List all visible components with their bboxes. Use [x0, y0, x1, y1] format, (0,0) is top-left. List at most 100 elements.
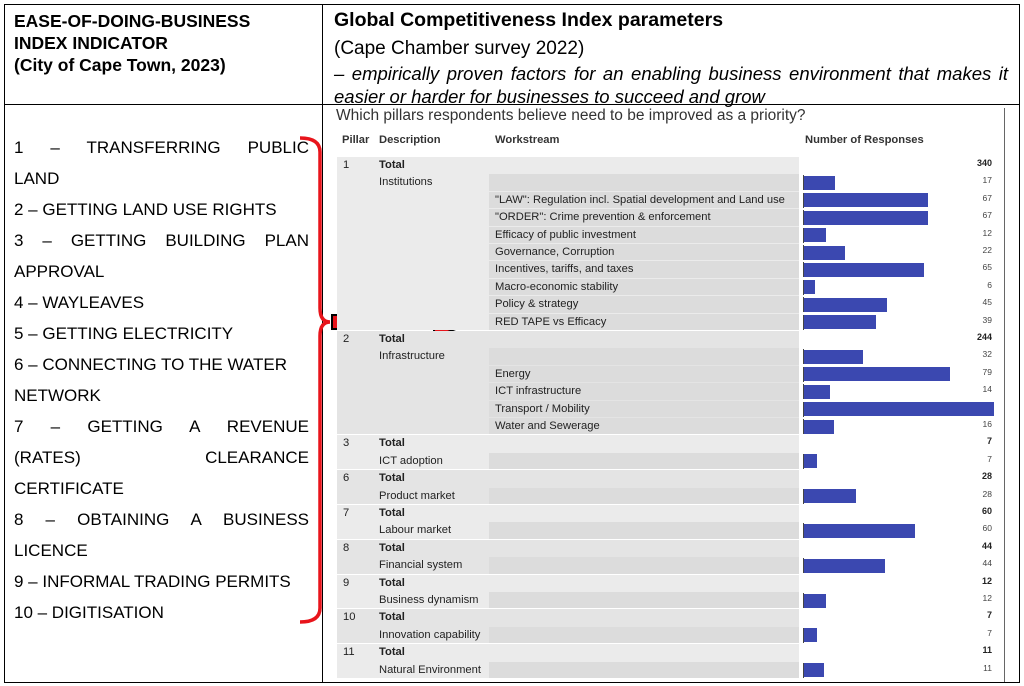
workstream-label: Governance, Corruption	[495, 246, 615, 258]
response-value: 22	[982, 245, 992, 255]
response-value: 12	[982, 593, 992, 603]
response-bar	[804, 315, 876, 330]
response-value: 67	[982, 192, 992, 203]
pillar-number: 7	[343, 507, 350, 519]
bar-baseline	[803, 627, 804, 643]
workstream-row-bg	[489, 313, 799, 330]
description-row-bg	[489, 452, 799, 470]
right-header-description: – empirically proven factors for an enab…	[334, 63, 1008, 107]
table-border-right	[1019, 4, 1020, 683]
bar-baseline	[803, 210, 804, 226]
response-bar	[804, 489, 856, 504]
bar-baseline	[803, 593, 804, 608]
workstream-row-bg	[489, 296, 799, 313]
response-bar	[804, 297, 887, 312]
pillar-description: Innovation capability	[379, 628, 481, 641]
col-header-description: Description	[379, 134, 441, 146]
indicator-line: 9 – INFORMAL TRADING PERMITS	[14, 572, 291, 591]
response-bar	[804, 210, 928, 225]
response-value: 44	[982, 558, 992, 569]
bar-baseline	[803, 192, 804, 208]
pillar-number: 11	[343, 646, 355, 659]
col-header-workstream: Workstream	[495, 134, 560, 146]
left-header: EASE-OF-DOING-BUSINESS INDEX INDICATOR (…	[14, 10, 250, 76]
table-border-top	[4, 4, 1020, 5]
workstream-label: Efficacy of public investment	[495, 228, 636, 241]
scrollbar-track[interactable]	[1004, 108, 1005, 682]
bar-baseline	[803, 384, 804, 400]
pillar-number: 2	[343, 333, 350, 345]
response-bar	[804, 402, 994, 417]
bar-baseline	[803, 662, 804, 678]
indicator-line: 8 – OBTAINING A BUSINESS	[14, 510, 309, 529]
response-value: 244	[976, 332, 992, 342]
response-value: 65	[982, 262, 992, 273]
response-value: 12	[981, 575, 992, 586]
workstream-row-bg	[489, 261, 799, 278]
pillar-description: Infrastructure	[379, 350, 445, 363]
workstream-row-bg	[489, 191, 799, 209]
pillar-number: 3	[343, 437, 350, 450]
workstream-row-bg	[489, 209, 799, 226]
pillar-description: Product market	[379, 489, 455, 502]
pillar-description: Natural Environment	[379, 663, 481, 676]
bar-baseline	[803, 523, 804, 539]
workstream-row-bg	[489, 226, 799, 243]
response-value: 79	[982, 366, 992, 377]
response-value: 28	[981, 471, 992, 482]
response-value: 60	[982, 523, 992, 534]
indicator-line: 3 – GETTING BUILDING PLAN	[14, 231, 309, 250]
description-row-bg	[489, 626, 799, 644]
workstream-label: Macro-economic stability	[495, 280, 619, 293]
indicator-line: 5 – GETTING ELECTRICITY	[14, 324, 234, 343]
pillar-number: 10	[343, 611, 356, 624]
workstream-row-bg	[489, 278, 799, 296]
indicator-line: APPROVAL	[14, 262, 105, 281]
pillar-total-label: Total	[379, 541, 405, 554]
table-title: Which pillars respondents believe need t…	[336, 107, 806, 124]
pillar-total-label: Total	[379, 159, 405, 171]
workstream-row-bg	[489, 383, 799, 400]
pillar-total-label: Total	[379, 646, 405, 659]
pillar-total-label: Total	[379, 611, 405, 624]
pillar-description: Financial system	[379, 559, 463, 572]
bar-baseline	[803, 488, 804, 504]
description-row-bg	[489, 522, 799, 539]
response-bar	[804, 523, 915, 538]
response-bar	[804, 175, 836, 190]
pillar-total-label: Total	[379, 507, 405, 519]
right-header-title: Global Competitiveness Index parameters	[334, 9, 724, 31]
indicator-line: (RATES) CLEARANCE	[14, 448, 309, 467]
response-bar	[804, 245, 845, 260]
pillar-total-label: Total	[379, 333, 405, 345]
workstream-row-bg	[489, 244, 799, 261]
response-bar	[804, 228, 827, 243]
pillar-description: Institutions	[379, 176, 433, 189]
response-value: 45	[982, 297, 992, 308]
response-value: 6	[987, 279, 992, 290]
response-bar	[804, 663, 825, 678]
response-bar	[804, 628, 817, 643]
response-value: 7	[987, 453, 992, 464]
response-value: 67	[982, 210, 992, 221]
response-value: 7	[986, 610, 992, 621]
bar-baseline	[803, 175, 804, 191]
pillar-number: 9	[343, 576, 350, 589]
left-header-line-2: INDEX INDICATOR	[14, 33, 168, 53]
bar-baseline	[803, 419, 804, 434]
workstream-label: "ORDER": Crime prevention & enforcement	[495, 211, 711, 224]
col-header-responses: Number of Responses	[805, 134, 924, 146]
workstream-label: "LAW": Regulation incl. Spatial developm…	[495, 193, 785, 206]
response-bar	[804, 262, 924, 277]
indicator-line: LAND	[14, 169, 60, 188]
response-bar	[804, 419, 834, 434]
bar-baseline	[803, 297, 804, 313]
bar-baseline	[803, 453, 804, 469]
bar-baseline	[803, 279, 804, 295]
response-value: 14	[982, 384, 992, 395]
workstream-label: RED TAPE vs Efficacy	[495, 315, 607, 328]
right-header-subtitle: (Cape Chamber survey 2022)	[334, 38, 585, 59]
indicator-line: CERTIFICATE	[14, 479, 124, 498]
description-row-bg	[489, 557, 799, 574]
table-border-bottom	[4, 682, 1020, 683]
